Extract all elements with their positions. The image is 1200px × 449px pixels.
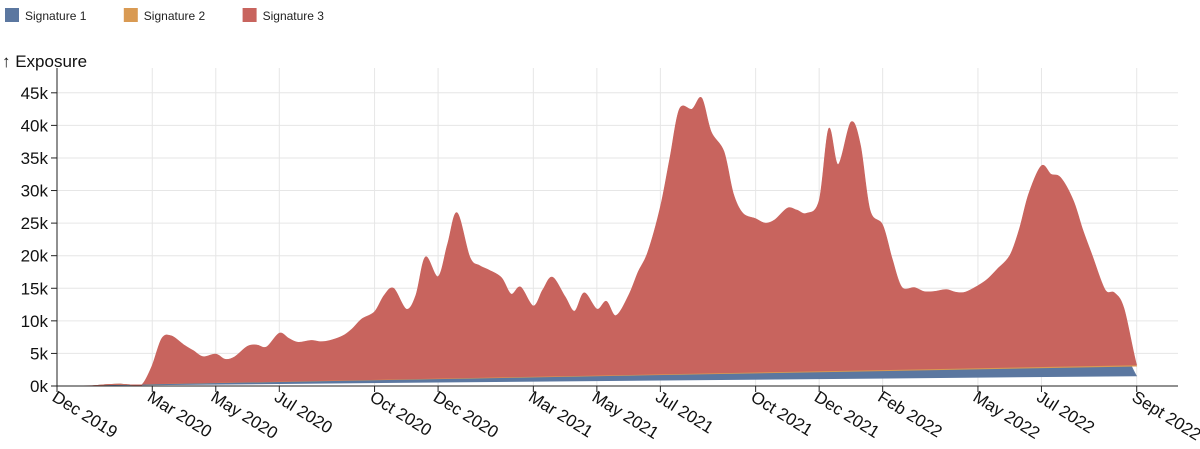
x-tick-label: Jul 2022: [1033, 387, 1098, 437]
x-tick-label: Dec 2020: [430, 387, 502, 442]
legend-label-signature-2: Signature 2: [144, 9, 206, 23]
x-tick-label: Oct 2020: [366, 387, 435, 440]
legend-swatch-signature-2: [123, 8, 138, 22]
x-tick-label: Dec 2021: [811, 387, 883, 442]
x-tick-label: Oct 2021: [748, 387, 817, 440]
y-tick-label: 10k: [21, 312, 49, 331]
y-tick-label: 35k: [21, 149, 49, 168]
y-tick-label: 5k: [30, 344, 48, 363]
x-tick-label: Jul 2020: [271, 387, 336, 437]
x-tick-label: May 2020: [208, 387, 281, 443]
x-tick-label: Dec 2019: [49, 387, 121, 442]
y-tick-label: 15k: [21, 279, 49, 298]
x-tick-label: Jul 2021: [652, 387, 717, 437]
x-tick-label: May 2022: [970, 387, 1043, 443]
y-tick-label: 45k: [21, 84, 49, 103]
y-tick-label: 40k: [21, 116, 49, 135]
legend-swatch-signature-3: [242, 8, 257, 22]
x-tick-label: Sept 2022: [1129, 387, 1200, 444]
x-tick-label: Mar 2021: [525, 387, 596, 441]
x-tick-label: Feb 2022: [875, 387, 946, 441]
y-tick-label: 25k: [21, 214, 49, 233]
x-tick-label: May 2021: [589, 387, 662, 443]
legend-swatch-signature-1: [5, 8, 19, 22]
area-signature-3: [56, 97, 1137, 387]
y-axis-label: ↑ Exposure: [2, 52, 87, 71]
y-tick-label: 0k: [30, 377, 48, 396]
area-series: [56, 97, 1137, 387]
y-tick-label: 30k: [21, 182, 49, 201]
legend-label-signature-3: Signature 3: [263, 9, 325, 23]
y-tick-label: 20k: [21, 247, 49, 266]
legend: Signature 1 Signature 2 Signature 3: [5, 8, 324, 23]
legend-label-signature-1: Signature 1: [25, 9, 87, 23]
x-tick-label: Mar 2020: [144, 387, 215, 441]
